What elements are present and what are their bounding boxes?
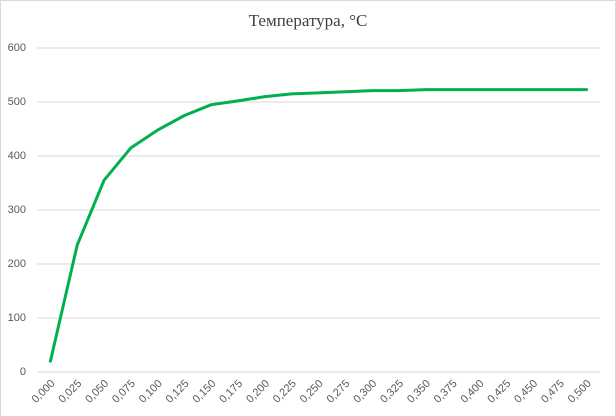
y-tick-label: 500: [8, 96, 26, 108]
chart-title: Температура, °C: [249, 11, 368, 30]
y-tick-label: 600: [8, 42, 26, 54]
line: [48, 88, 589, 363]
y-tick-label: 300: [8, 204, 26, 216]
y-tick-label: 100: [8, 312, 26, 324]
y-tick-label: 200: [8, 258, 26, 270]
y-tick-label: 0: [20, 366, 26, 378]
y-tick-label: 400: [8, 150, 26, 162]
